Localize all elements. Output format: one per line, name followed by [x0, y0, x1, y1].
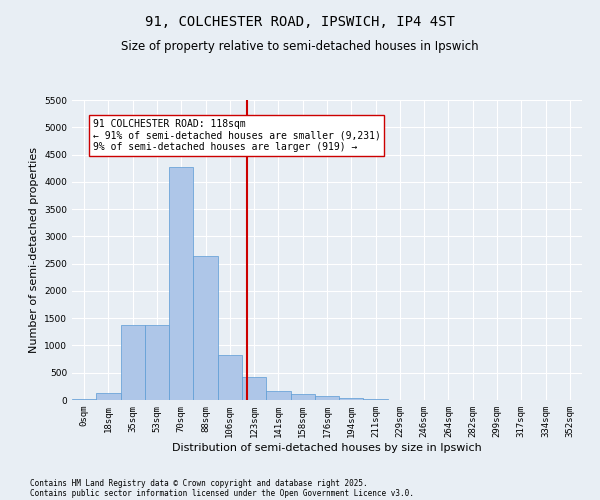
- Bar: [242, 378, 266, 400]
- Y-axis label: Number of semi-detached properties: Number of semi-detached properties: [29, 147, 38, 353]
- Text: Contains HM Land Registry data © Crown copyright and database right 2025.: Contains HM Land Registry data © Crown c…: [30, 478, 368, 488]
- Bar: [193, 256, 218, 400]
- Text: Size of property relative to semi-detached houses in Ipswich: Size of property relative to semi-detach…: [121, 40, 479, 53]
- Bar: [96, 393, 121, 400]
- Bar: [339, 398, 364, 400]
- Bar: [145, 324, 169, 400]
- Bar: [315, 396, 339, 400]
- Bar: [266, 390, 290, 400]
- X-axis label: Distribution of semi-detached houses by size in Ipswich: Distribution of semi-detached houses by …: [172, 442, 482, 452]
- Text: 91 COLCHESTER ROAD: 118sqm
← 91% of semi-detached houses are smaller (9,231)
9% : 91 COLCHESTER ROAD: 118sqm ← 91% of semi…: [92, 119, 380, 152]
- Text: 91, COLCHESTER ROAD, IPSWICH, IP4 4ST: 91, COLCHESTER ROAD, IPSWICH, IP4 4ST: [145, 15, 455, 29]
- Bar: [169, 166, 193, 400]
- Bar: [121, 324, 145, 400]
- Text: Contains public sector information licensed under the Open Government Licence v3: Contains public sector information licen…: [30, 488, 414, 498]
- Bar: [218, 354, 242, 400]
- Bar: [290, 394, 315, 400]
